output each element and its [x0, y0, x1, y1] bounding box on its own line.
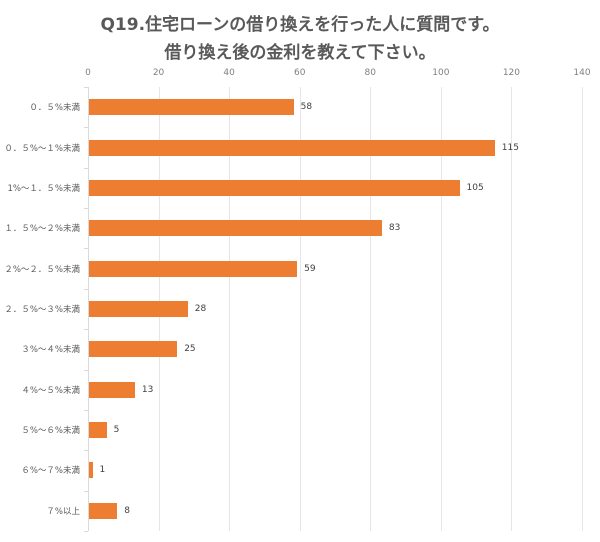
gridline	[440, 87, 442, 531]
x-tick-label: 0	[85, 68, 91, 78]
x-tick-label: 100	[432, 68, 450, 78]
bar-value-label: 59	[304, 263, 316, 274]
category-label: ０．５%～１%未満	[4, 143, 80, 154]
category-label: ５%～６%未満	[21, 426, 80, 437]
category-label: ２%～２．５%未満	[4, 264, 80, 275]
x-tick-label: 80	[364, 68, 377, 78]
bar-value-label: 8	[124, 505, 130, 516]
y-tick-mark	[84, 329, 88, 331]
bar	[89, 220, 382, 237]
gridline	[229, 87, 231, 531]
chart-title-line-1: Q19.住宅ローンの借り換えを行った人に質問です。	[100, 15, 500, 35]
gridline	[511, 87, 513, 531]
category-label: ６%～７%未満	[21, 466, 80, 477]
bar	[89, 99, 294, 116]
bar	[89, 341, 178, 358]
x-tick-label: 140	[573, 68, 591, 78]
bar-value-label: 105	[466, 182, 484, 193]
y-tick-mark	[84, 369, 88, 371]
bar	[89, 301, 188, 317]
bar-value-label: 28	[194, 304, 207, 314]
category-label: ７%以上	[46, 506, 80, 517]
bar	[89, 422, 107, 439]
bar-value-label: 58	[300, 102, 313, 113]
bar	[89, 502, 118, 519]
gridline	[299, 87, 301, 531]
category-label: ０．５%未満	[29, 103, 80, 114]
bar-value-label: 5	[113, 425, 120, 436]
bar-value-label: 115	[501, 142, 519, 153]
bar	[89, 381, 135, 398]
chart-title-line-2: 借り換え後の金利を教えて下さい。	[164, 43, 436, 63]
bar	[89, 139, 495, 156]
bar	[89, 260, 298, 277]
category-label: ４%～５%未満	[21, 385, 80, 396]
gridline	[582, 87, 583, 531]
x-tick-label: 40	[223, 68, 235, 78]
y-tick-mark	[84, 208, 88, 210]
bar-value-label: 1	[99, 465, 106, 476]
bar-value-label: 25	[184, 344, 196, 355]
y-tick-mark	[84, 450, 88, 452]
y-tick-mark	[84, 409, 88, 411]
x-tick-label: 120	[502, 68, 521, 78]
y-tick-mark	[84, 531, 88, 532]
y-axis-line	[88, 87, 89, 531]
category-label: ２．５%～３%未満	[4, 305, 80, 315]
y-tick-mark	[84, 490, 88, 492]
x-tick-label: 20	[152, 68, 165, 78]
bar-value-label: 13	[141, 384, 154, 395]
y-tick-mark	[84, 167, 88, 169]
category-label: １．５%～２%未満	[4, 224, 80, 235]
bar-value-label: 83	[388, 223, 401, 234]
category-label: 1%～１．５%未満	[7, 183, 80, 194]
y-tick-mark	[84, 248, 88, 250]
y-tick-mark	[84, 288, 88, 290]
bar	[89, 462, 93, 479]
category-label: ３%～４%未満	[21, 345, 80, 356]
y-tick-mark	[84, 127, 88, 129]
gridline	[370, 87, 372, 531]
y-tick-mark	[84, 87, 88, 88]
bar	[89, 179, 460, 196]
x-tick-label: 60	[293, 68, 306, 78]
